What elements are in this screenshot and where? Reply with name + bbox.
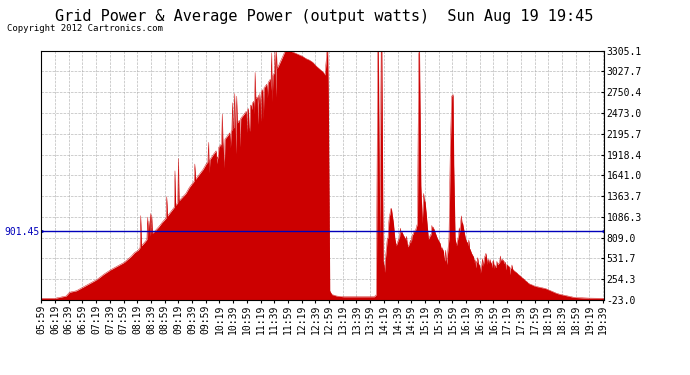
Text: Grid Power & Average Power (output watts)  Sun Aug 19 19:45: Grid Power & Average Power (output watts… bbox=[55, 9, 593, 24]
Text: Copyright 2012 Cartronics.com: Copyright 2012 Cartronics.com bbox=[7, 24, 163, 33]
Text: Average  (AC Watts): Average (AC Watts) bbox=[395, 21, 498, 30]
Text: Grid  (AC Watts): Grid (AC Watts) bbox=[511, 21, 598, 30]
